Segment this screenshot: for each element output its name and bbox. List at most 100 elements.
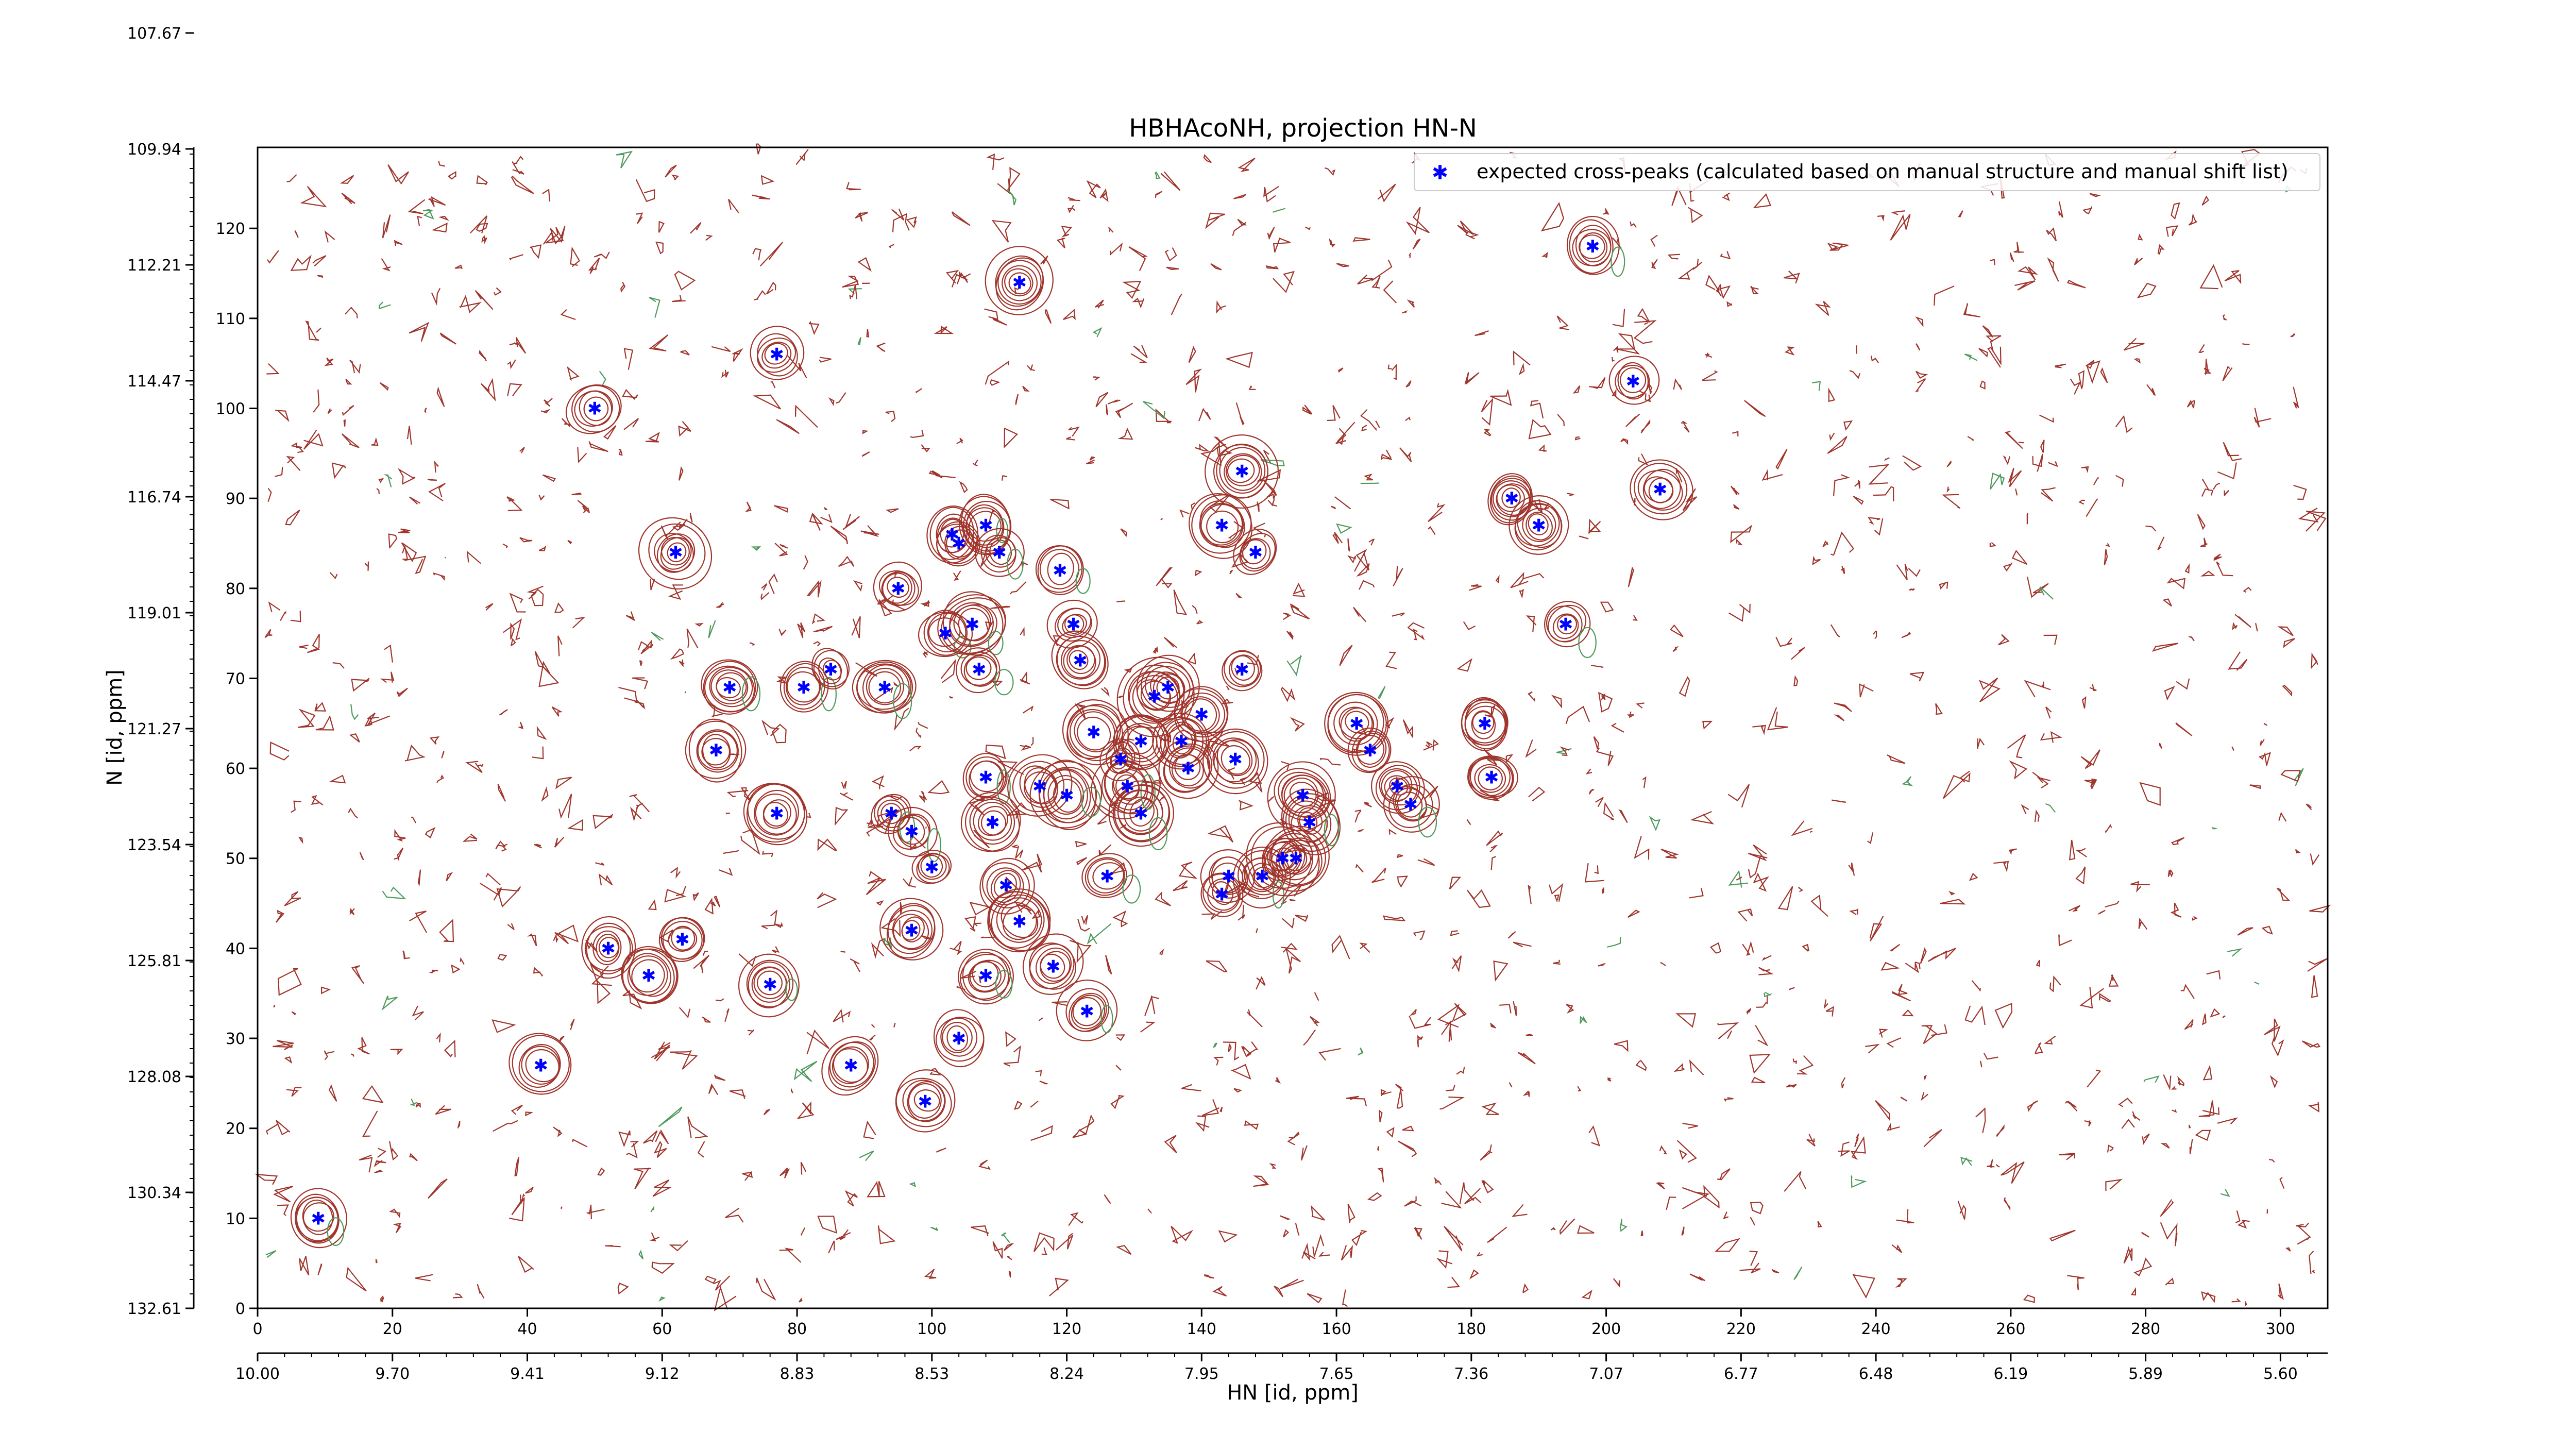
noise-contour [349, 360, 361, 374]
noise-contour [1290, 603, 1310, 620]
noise-contour [284, 1056, 293, 1064]
noise-contour [594, 251, 610, 259]
peak-contour [887, 577, 909, 598]
noise-contour [303, 429, 324, 450]
noise-contour [393, 1223, 402, 1233]
noise-contour [1812, 555, 1821, 566]
noise-contour [1880, 962, 1900, 971]
peak-contour [913, 1089, 940, 1112]
peak-contour [586, 922, 631, 974]
noise-contour [1404, 1196, 1422, 1207]
noise-contour [730, 1089, 746, 1099]
noise-contour [1273, 238, 1291, 252]
noise-contour [1230, 1064, 1251, 1080]
noise-contour [1705, 352, 1713, 358]
peak-contour [962, 753, 1007, 801]
peak-contour [1144, 666, 1191, 708]
noise-contour [1252, 523, 1265, 534]
noise-contour [1689, 1273, 1705, 1282]
cross-peak-marker: ✱ [1558, 615, 1573, 635]
peak-contour [1141, 662, 1194, 712]
noise-contour [383, 474, 393, 487]
noise-contour [1588, 518, 1601, 535]
noise-contour [1159, 949, 1164, 955]
y-ppm-tick-label: 123.54 [127, 836, 181, 854]
noise-contour [1030, 737, 1034, 746]
noise-contour [956, 272, 969, 284]
noise-contour [382, 214, 391, 239]
noise-contour [617, 1283, 629, 1295]
peak-contour [822, 660, 842, 681]
noise-contour [1330, 506, 1336, 510]
noise-contour [1985, 335, 2002, 352]
noise-contour [527, 585, 544, 600]
noise-contour [692, 892, 699, 902]
noise-contour [2283, 638, 2295, 648]
noise-contour [2123, 338, 2145, 351]
noise-contour [1867, 832, 1874, 845]
noise-contour [813, 626, 833, 633]
noise-contour [1964, 1005, 1986, 1025]
noise-contour [1850, 1136, 1866, 1160]
noise-contour [1067, 205, 1076, 213]
peak-contour [584, 926, 633, 972]
noise-contour [1659, 1145, 1667, 1154]
peak-contour [1002, 265, 1038, 301]
noise-contour [2134, 358, 2141, 364]
noise-contour [1983, 1052, 1998, 1060]
noise-contour [1052, 1001, 1067, 1006]
noise-contour [474, 290, 494, 310]
noise-contour [2045, 803, 2056, 813]
noise-contour [2201, 1291, 2216, 1303]
noise-contour [2055, 363, 2066, 368]
noise-contour [752, 394, 781, 410]
peak-contour [1043, 768, 1091, 823]
noise-contour [860, 525, 879, 537]
noise-contour [275, 410, 290, 423]
noise-contour [1810, 894, 1828, 917]
noise-contour [572, 1138, 588, 1148]
noise-contour [1717, 1022, 1739, 1039]
noise-contour [1598, 692, 1613, 713]
noise-contour [1212, 1286, 1227, 1297]
y-ppm-tick-label: 116.74 [127, 488, 181, 507]
noise-contour [1827, 436, 1848, 454]
noise-contour [1257, 469, 1281, 482]
peak-contour [667, 542, 687, 563]
plot-frame [257, 146, 2329, 1309]
noise-contour [1283, 613, 1292, 620]
noise-contour [1334, 496, 1351, 510]
y-ppm-tick-label: 128.08 [127, 1068, 181, 1086]
noise-contour [726, 790, 749, 798]
noise-contour [2223, 442, 2242, 461]
negative-contour [1100, 1004, 1113, 1034]
noise-contour [1752, 724, 1766, 735]
noise-contour [844, 1190, 858, 1207]
peak-contour [1224, 453, 1262, 491]
noise-contour [589, 266, 594, 274]
noise-contour [1305, 226, 1311, 230]
noise-contour [1978, 348, 1988, 358]
noise-contour [648, 899, 657, 911]
noise-contour [1357, 274, 1374, 285]
peak-contour [754, 789, 799, 836]
noise-contour [2164, 685, 2175, 701]
noise-contour [436, 1032, 441, 1042]
cross-peak-marker: ✱ [972, 660, 987, 680]
noise-contour [1413, 930, 1426, 940]
noise-contour [1942, 772, 1971, 799]
peak-contour [1047, 775, 1084, 815]
noise-contour [694, 622, 704, 627]
noise-contour [1293, 582, 1306, 597]
noise-contour [2146, 384, 2156, 396]
noise-contour [434, 460, 439, 473]
noise-contour [1015, 902, 1032, 915]
noise-contour [542, 474, 556, 482]
noise-contour [973, 922, 981, 926]
noise-contour [1201, 1099, 1219, 1116]
noise-contour [2027, 577, 2049, 598]
noise-contour [1957, 1201, 1967, 1220]
noise-contour [379, 301, 391, 310]
noise-contour [772, 723, 787, 744]
peak-contour [1229, 654, 1259, 686]
